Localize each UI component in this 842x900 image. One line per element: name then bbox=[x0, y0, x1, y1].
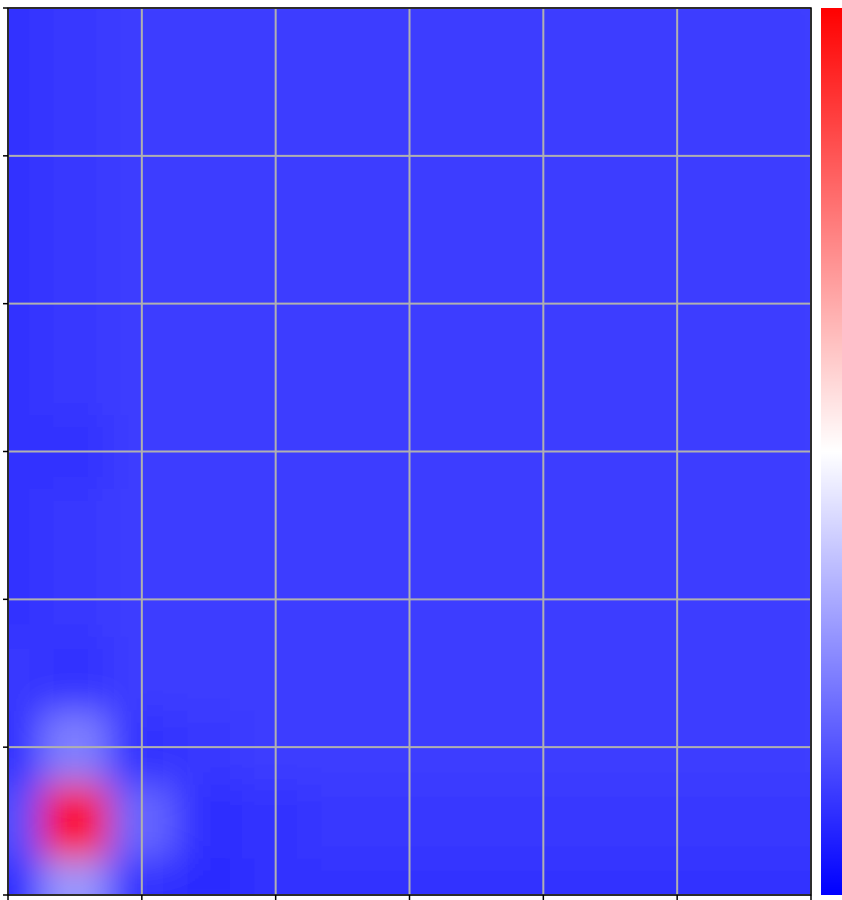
cell bbox=[8, 488, 42, 563]
cell bbox=[576, 192, 645, 268]
cell bbox=[710, 340, 779, 416]
cell bbox=[8, 784, 42, 859]
cell bbox=[41, 44, 109, 120]
cell bbox=[8, 44, 42, 120]
cell bbox=[710, 636, 779, 711]
cell bbox=[576, 488, 645, 563]
cell bbox=[777, 192, 811, 268]
cell bbox=[309, 44, 377, 120]
cell bbox=[41, 636, 109, 711]
cell bbox=[777, 340, 811, 416]
cell bbox=[309, 8, 377, 46]
cell bbox=[777, 858, 811, 895]
cell bbox=[309, 636, 377, 711]
cell bbox=[777, 784, 811, 859]
plot-frame bbox=[7, 7, 812, 896]
cell bbox=[442, 488, 511, 563]
cell bbox=[576, 8, 645, 46]
cell bbox=[175, 340, 243, 416]
cell bbox=[710, 8, 779, 46]
cell bbox=[576, 44, 645, 120]
cell bbox=[41, 192, 109, 268]
cell bbox=[576, 340, 645, 416]
cell bbox=[175, 192, 243, 268]
cell bbox=[41, 858, 109, 895]
cell bbox=[442, 8, 511, 46]
cell bbox=[710, 858, 779, 895]
cell bbox=[710, 44, 779, 120]
cell bbox=[576, 858, 645, 895]
cell bbox=[442, 784, 511, 859]
colorbar bbox=[821, 8, 842, 895]
cell bbox=[175, 488, 243, 563]
cell bbox=[175, 8, 243, 46]
cell bbox=[442, 44, 511, 120]
cell bbox=[309, 488, 377, 563]
cell bbox=[8, 858, 42, 895]
cell bbox=[710, 784, 779, 859]
cell bbox=[777, 8, 811, 46]
cell bbox=[309, 340, 377, 416]
cell bbox=[175, 858, 243, 895]
cell bbox=[710, 488, 779, 563]
cell bbox=[8, 8, 42, 46]
cell bbox=[309, 858, 377, 895]
cell bbox=[41, 340, 109, 416]
cell bbox=[309, 192, 377, 268]
cell bbox=[309, 784, 377, 859]
cell bbox=[41, 8, 109, 46]
cell bbox=[442, 340, 511, 416]
cell bbox=[777, 44, 811, 120]
cell bbox=[442, 858, 511, 895]
cell bbox=[8, 340, 42, 416]
cell bbox=[442, 636, 511, 711]
cell bbox=[8, 636, 42, 711]
cell bbox=[576, 784, 645, 859]
cell bbox=[41, 488, 109, 563]
cell bbox=[777, 636, 811, 711]
cell bbox=[175, 784, 243, 859]
cell bbox=[8, 192, 42, 268]
cell bbox=[442, 192, 511, 268]
cell bbox=[710, 192, 779, 268]
cell bbox=[576, 636, 645, 711]
cell bbox=[175, 636, 243, 711]
cell bbox=[777, 488, 811, 563]
cell bbox=[175, 44, 243, 120]
cell bbox=[41, 784, 109, 859]
